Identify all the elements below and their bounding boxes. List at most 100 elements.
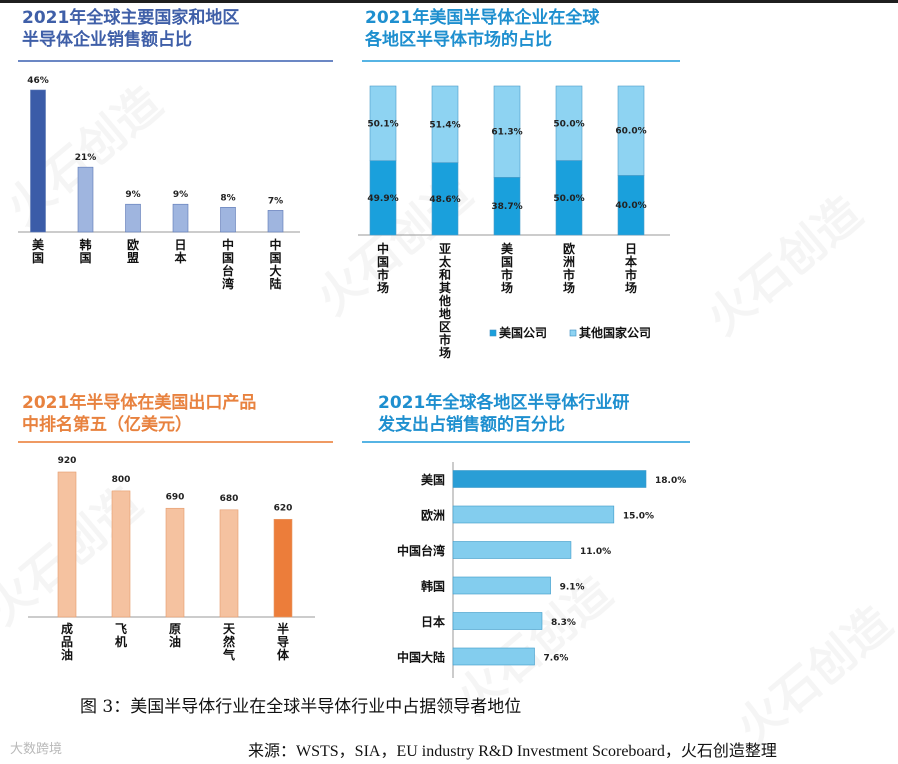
data-label: 620 bbox=[274, 503, 293, 513]
data-label: 800 bbox=[112, 475, 131, 485]
data-label: 18.0% bbox=[655, 476, 686, 486]
category-label: 中国台湾 bbox=[397, 543, 445, 558]
category-label: 欧盟 bbox=[127, 237, 139, 265]
bar-segment bbox=[369, 85, 397, 161]
data-label: 690 bbox=[166, 492, 185, 502]
bar bbox=[57, 471, 77, 618]
category-label: 欧洲市场 bbox=[563, 241, 575, 295]
stacked-bar-chart: 49.9% 50.1% 中国市场 48.6% 51.4% 亚太和其他地区市场 38.7% 61… bbox=[358, 85, 670, 360]
bar bbox=[172, 203, 189, 233]
category-label: 韩国 bbox=[421, 579, 445, 594]
category-label: 日本 bbox=[174, 238, 186, 265]
bar-segment bbox=[431, 162, 459, 236]
panel-title: 2021年全球各地区半导体行业研 发支出占销售额的百分比 bbox=[378, 392, 629, 436]
category-label: 半导体 bbox=[277, 621, 290, 662]
bar bbox=[30, 89, 46, 233]
panel-title-line: 半导体企业销售额占比 bbox=[22, 30, 192, 50]
category-label: 中国台湾 bbox=[222, 237, 234, 291]
panel-title: 2021年半导体在美国出口产品 中排名第五（亿美元） bbox=[22, 392, 256, 436]
data-label: 51.4% bbox=[429, 120, 460, 130]
data-label: 7.6% bbox=[543, 654, 568, 664]
data-label: 9% bbox=[125, 190, 140, 200]
panel-title-line: 2021年全球各地区半导体行业研 bbox=[378, 393, 630, 413]
bar-segment bbox=[493, 177, 521, 236]
panel-title: 2021年美国半导体企业在全球 各地区半导体市场的占比 bbox=[365, 7, 599, 51]
data-label: 9% bbox=[173, 190, 188, 200]
data-label: 8% bbox=[220, 193, 235, 203]
bar bbox=[165, 507, 185, 618]
bar bbox=[452, 541, 572, 559]
category-label: 原油 bbox=[169, 622, 181, 649]
bar bbox=[77, 166, 94, 233]
bar bbox=[452, 612, 543, 630]
bar-segment bbox=[555, 160, 583, 236]
bar bbox=[273, 518, 293, 618]
bar bbox=[219, 509, 239, 618]
legend-swatch bbox=[489, 329, 497, 337]
data-label: 60.0% bbox=[615, 127, 646, 137]
bar-chart: 46% 美国 21% 韩国 9% 欧盟 9% 日本 8% 中国台湾 7% 中国大陆 bbox=[18, 76, 300, 291]
data-label: 21% bbox=[75, 153, 97, 163]
category-label: 韩国 bbox=[79, 237, 91, 265]
bar bbox=[452, 576, 551, 595]
panel-title-line: 中排名第五（亿美元） bbox=[22, 415, 192, 435]
data-label: 11.0% bbox=[580, 547, 611, 557]
panel-title-line: 发支出占销售额的百分比 bbox=[378, 415, 565, 435]
category-label: 日本市场 bbox=[625, 242, 637, 295]
category-label: 美国 bbox=[421, 472, 445, 487]
panel-title-underline bbox=[362, 60, 680, 62]
category-label: 美国市场 bbox=[501, 241, 514, 295]
source-note: 来源：WSTS，SIA，EU industry R&D Investment S… bbox=[248, 743, 777, 760]
category-label: 天然气 bbox=[222, 622, 236, 662]
data-label: 7% bbox=[268, 196, 283, 206]
bar bbox=[125, 203, 141, 233]
bar-segment bbox=[431, 85, 459, 163]
legend-label: 美国公司 bbox=[499, 325, 547, 340]
panel-title-underline bbox=[362, 441, 690, 443]
panel-title: 2021年全球主要国家和地区 半导体企业销售额占比 bbox=[22, 7, 239, 51]
top-rule bbox=[0, 0, 898, 3]
bar bbox=[452, 647, 535, 666]
figure-caption: 图 3：美国半导体行业在全球半导体行业中占据领导者地位 bbox=[80, 697, 522, 717]
legend-label: 其他国家公司 bbox=[579, 325, 651, 340]
data-label: 61.3% bbox=[491, 128, 522, 138]
chart-panel-rd-spending: 2021年全球各地区半导体行业研 发支出占销售额的百分比 美国 18.0% 欧洲 15… bbox=[340, 380, 898, 690]
category-label: 日本 bbox=[421, 614, 445, 629]
chart-panel-us-exports: 2021年半导体在美国出口产品 中排名第五（亿美元） 920 成品油 800 飞机 69… bbox=[0, 380, 340, 690]
category-label: 中国市场 bbox=[377, 241, 389, 295]
data-label: 8.3% bbox=[551, 618, 576, 628]
panel-title-line: 2021年半导体在美国出口产品 bbox=[22, 393, 257, 413]
panel-title-underline bbox=[18, 60, 333, 62]
category-label: 飞机 bbox=[115, 622, 127, 649]
bar bbox=[111, 490, 131, 618]
panel-title-line: 各地区半导体市场的占比 bbox=[365, 30, 552, 50]
panel-title-underline bbox=[18, 441, 333, 443]
data-label: 15.0% bbox=[623, 512, 654, 522]
horizontal-bar-chart: 美国 18.0% 欧洲 15.0% 中国台湾 11.0% 韩国 9.1% 日本 8.3% 中国大陆 7… bbox=[397, 462, 686, 678]
bar-chart: 920 成品油 800 飞机 690 原油 680 天然气 620 半导体 bbox=[28, 456, 315, 662]
bar bbox=[220, 207, 236, 233]
category-label: 中国大陆 bbox=[269, 237, 281, 291]
brand-watermark: 大数跨境 bbox=[10, 742, 63, 757]
chart-panel-us-market-share: 2021年美国半导体企业在全球 各地区半导体市场的占比 49.9% 50.1% 中国… bbox=[340, 0, 898, 380]
bar-segment bbox=[555, 85, 583, 161]
data-label: 40.0% bbox=[615, 201, 646, 211]
data-label: 38.7% bbox=[491, 202, 522, 212]
data-label: 50.0% bbox=[553, 194, 584, 204]
data-label: 49.9% bbox=[367, 194, 398, 204]
category-label: 中国大陆 bbox=[397, 650, 445, 665]
panel-title-line: 2021年美国半导体企业在全球 bbox=[365, 8, 600, 28]
chart-panel-company-sales-share: 2021年全球主要国家和地区 半导体企业销售额占比 46% 美国 21% 韩国 9% 欧盟… bbox=[0, 0, 340, 380]
data-label: 50.0% bbox=[553, 119, 584, 129]
legend-swatch bbox=[569, 329, 577, 337]
data-label: 46% bbox=[27, 76, 49, 86]
bar-segment bbox=[617, 85, 645, 176]
category-label: 美国 bbox=[32, 237, 45, 265]
panel-title-line: 2021年全球主要国家和地区 bbox=[22, 8, 240, 28]
data-label: 920 bbox=[58, 456, 77, 466]
bar bbox=[452, 505, 615, 524]
data-label: 50.1% bbox=[367, 119, 398, 129]
data-label: 9.1% bbox=[560, 583, 585, 593]
bar-segment bbox=[493, 85, 521, 178]
category-label: 成品油 bbox=[61, 621, 73, 662]
